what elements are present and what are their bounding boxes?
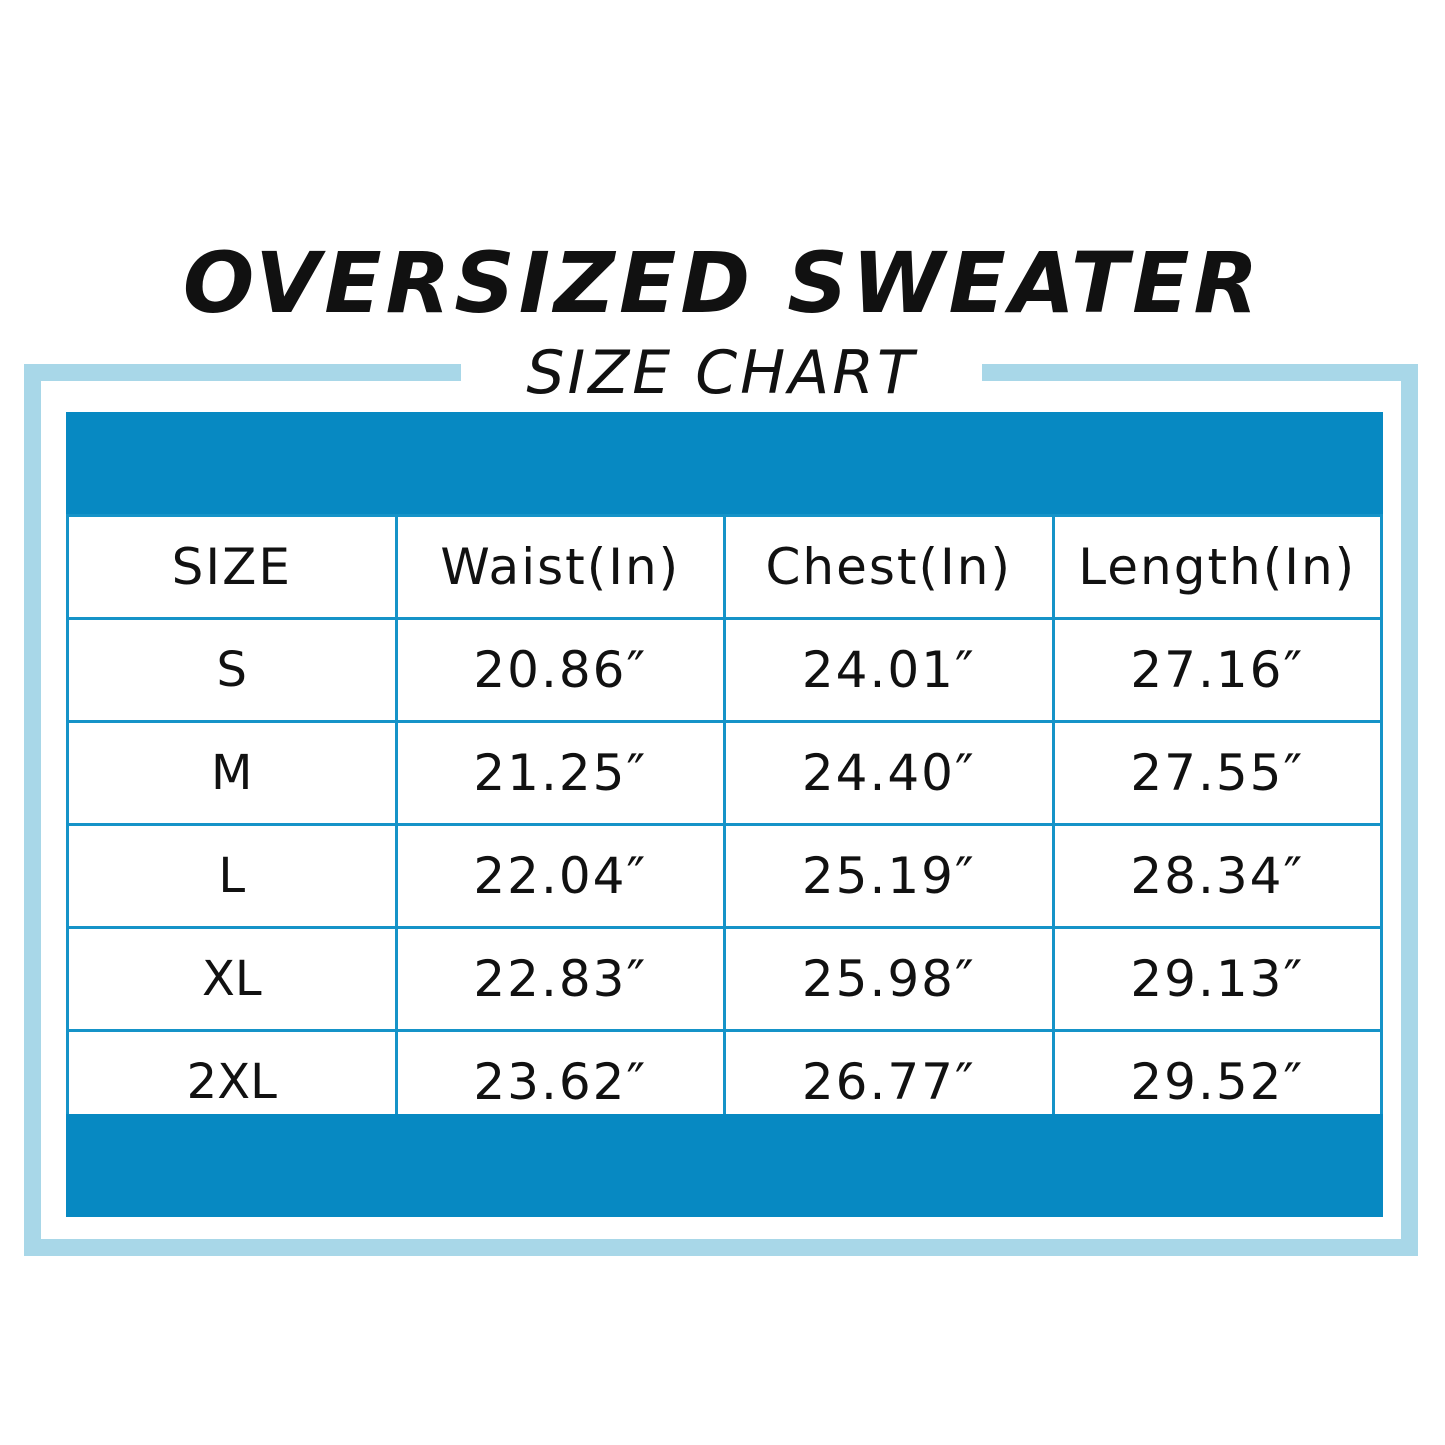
length-cell: 29.13″ [1051,926,1383,1032]
length-cell: 28.34″ [1051,823,1383,929]
chest-cell: 25.98″ [723,926,1055,1032]
page-subtitle: SIZE CHART [526,338,917,408]
table-row: S 20.86″ 24.01″ 27.16″ [66,617,1383,723]
table-row: M 21.25″ 24.40″ 27.55″ [66,720,1383,826]
table-top-band [66,412,1383,516]
waist-cell: 20.86″ [394,617,726,723]
table-bottom-band [66,1114,1383,1217]
waist-cell: 21.25″ [394,720,726,826]
table-row: L 22.04″ 25.19″ 28.34″ [66,823,1383,929]
header-cell-length: Length(In) [1051,514,1383,620]
waist-cell: 22.83″ [394,926,726,1032]
length-cell: 27.16″ [1051,617,1383,723]
size-cell: M [66,720,398,826]
size-cell: XL [66,926,398,1032]
size-cell: S [66,617,398,723]
waist-cell: 22.04″ [394,823,726,929]
subtitle-label-container: SIZE CHART [461,336,982,408]
page-title: OVERSIZED SWEATER [182,234,1263,332]
header-cell-waist: Waist(In) [394,514,726,620]
length-cell: 27.55″ [1051,720,1383,826]
chest-cell: 24.01″ [723,617,1055,723]
size-cell: L [66,823,398,929]
chest-cell: 24.40″ [723,720,1055,826]
size-table: SIZE Waist(In) Chest(In) Length(In) S 20… [66,514,1383,1135]
chest-cell: 25.19″ [723,823,1055,929]
header-cell-size: SIZE [66,514,398,620]
header-cell-chest: Chest(In) [723,514,1055,620]
chart-frame [24,364,1418,1256]
table-header-row: SIZE Waist(In) Chest(In) Length(In) [66,514,1383,620]
table-row: XL 22.83″ 25.98″ 29.13″ [66,926,1383,1032]
